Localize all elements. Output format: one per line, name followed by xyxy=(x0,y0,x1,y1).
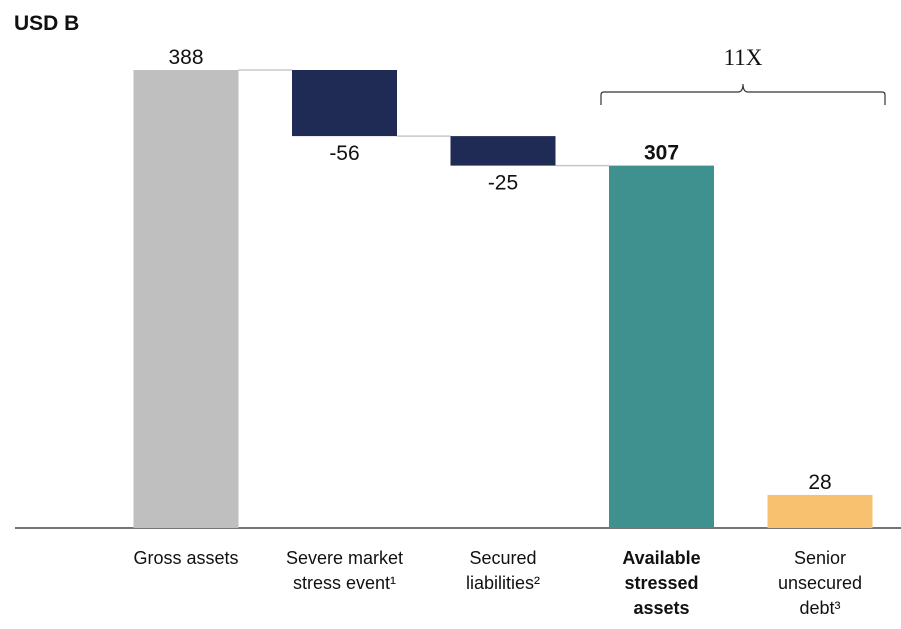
bar xyxy=(292,70,397,137)
category-label: Senior unsecured debt³ xyxy=(777,548,863,618)
category-label: Secured liabilities² xyxy=(465,548,541,593)
value-label: 388 xyxy=(168,46,203,69)
unit-label: USD B xyxy=(14,12,79,35)
bracket xyxy=(600,83,886,105)
multiple-annotation: 11X xyxy=(724,45,763,70)
bar xyxy=(133,70,239,528)
bar xyxy=(609,165,714,528)
value-label: -56 xyxy=(329,142,359,165)
category-label: Severe market stress event¹ xyxy=(285,548,404,593)
category-label: Gross assets xyxy=(133,548,239,568)
value-label: -25 xyxy=(488,172,518,195)
bar xyxy=(450,136,556,166)
value-label: 28 xyxy=(808,471,831,494)
bar xyxy=(767,494,873,528)
value-label: 307 xyxy=(644,142,679,165)
category-label: Available stressed assets xyxy=(622,548,701,618)
